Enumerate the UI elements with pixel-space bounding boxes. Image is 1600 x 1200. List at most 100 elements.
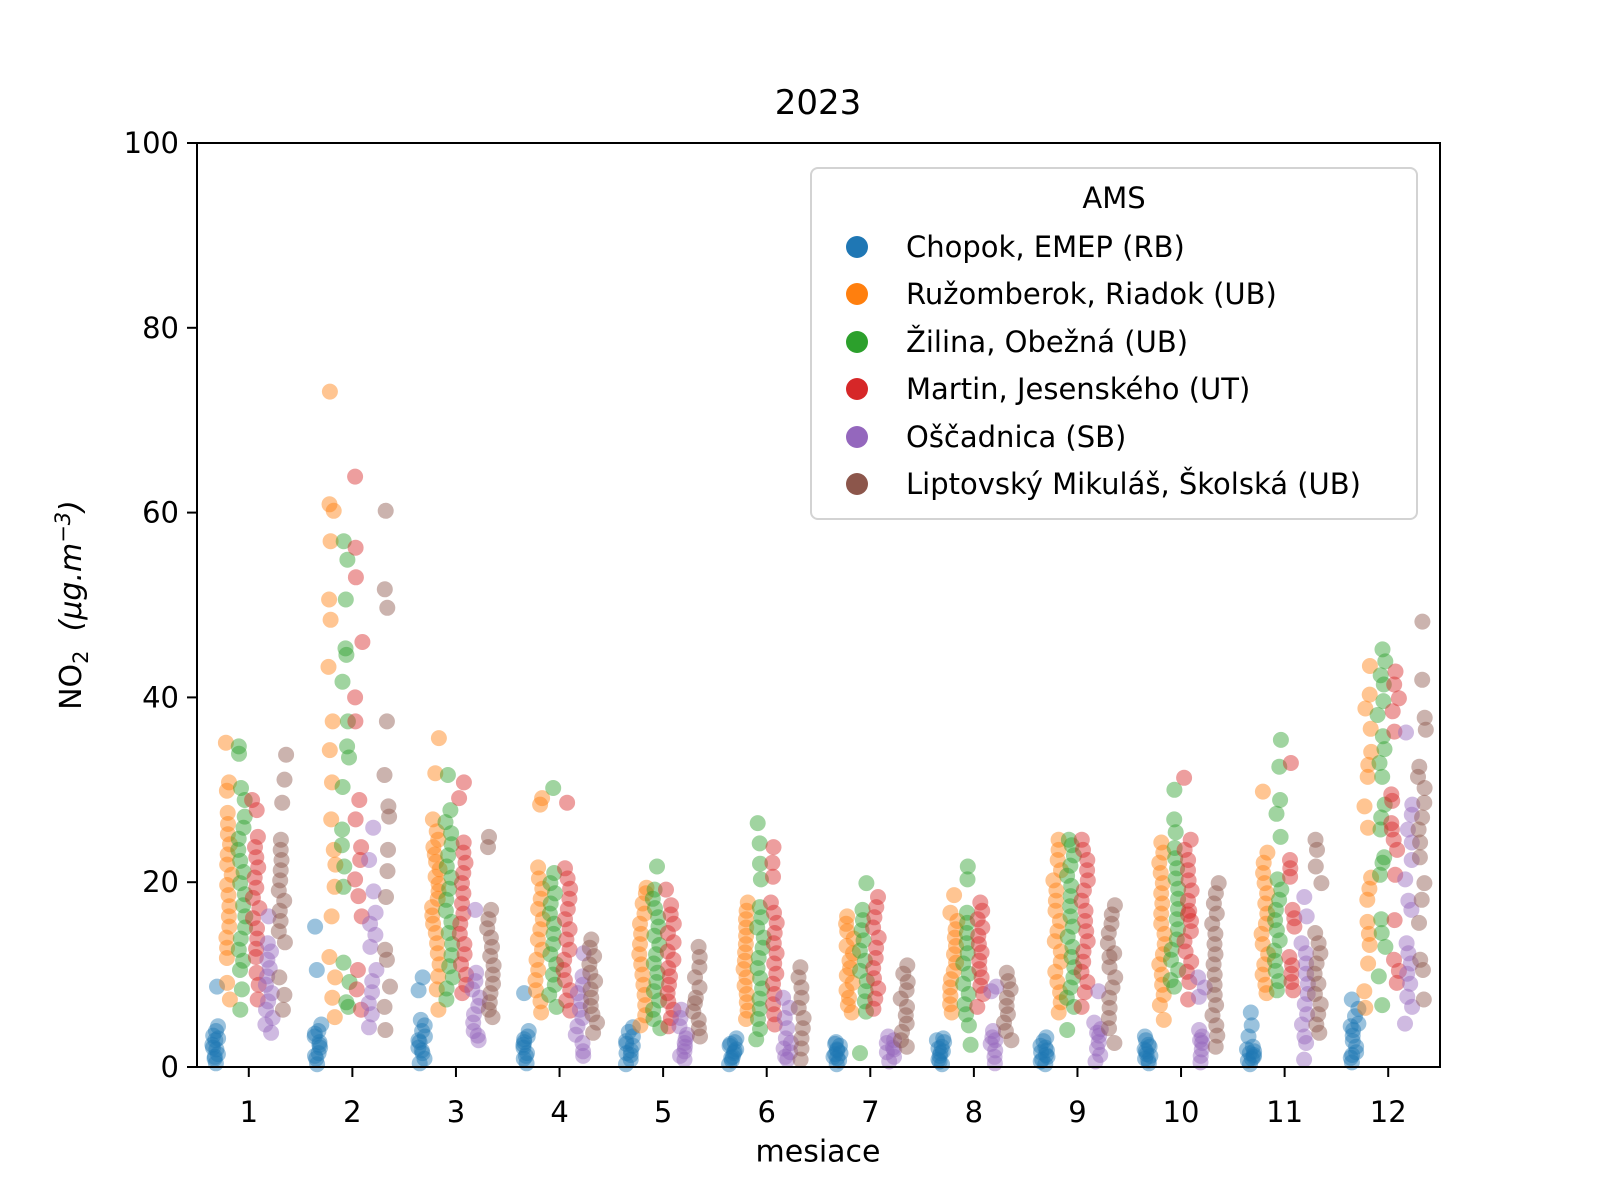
data-point (1383, 815, 1400, 832)
y-tick-label: 80 (142, 311, 179, 345)
data-point (755, 929, 772, 946)
data-point (832, 1045, 849, 1062)
data-point (766, 925, 783, 941)
data-point (1170, 962, 1187, 978)
data-point (278, 746, 295, 763)
data-point (250, 859, 267, 876)
data-point (362, 915, 379, 932)
data-point (204, 1036, 221, 1053)
data-point (1059, 867, 1076, 884)
data-point (1271, 758, 1288, 775)
data-point (232, 1001, 249, 1018)
data-point (378, 951, 395, 968)
data-point (1204, 1007, 1221, 1024)
data-point (1398, 935, 1415, 952)
data-point (1066, 998, 1082, 1015)
data-point (380, 798, 397, 815)
data-point (1062, 908, 1079, 925)
data-point (690, 1020, 707, 1037)
data-point (649, 858, 665, 875)
data-point (1153, 885, 1170, 902)
data-point (1103, 915, 1120, 932)
legend-items: Chopok, EMEP (RB) Ružomberok, Riadok (UB… (812, 221, 1416, 518)
data-point (443, 836, 460, 853)
data-point (335, 954, 352, 971)
data-point (1283, 974, 1300, 990)
data-point (306, 1028, 323, 1045)
data-point (546, 976, 563, 993)
data-point (272, 831, 289, 848)
data-point (320, 658, 337, 675)
data-point (232, 962, 248, 978)
data-point (584, 1006, 601, 1023)
data-point (231, 745, 247, 762)
data-point (1035, 1033, 1052, 1050)
data-point (1170, 890, 1187, 907)
data-point (1142, 1047, 1159, 1064)
data-point (219, 974, 236, 991)
data-point (658, 881, 674, 898)
data-point (532, 993, 549, 1010)
data-point (569, 985, 586, 1002)
data-point (353, 1001, 370, 1018)
data-point (1254, 783, 1271, 800)
data-point (1281, 949, 1298, 965)
data-point (1359, 913, 1376, 930)
data-point (230, 738, 247, 755)
data-point (1374, 768, 1391, 785)
data-point (1296, 889, 1313, 905)
data-point (1078, 923, 1095, 940)
data-point (1344, 1027, 1361, 1044)
y-label-subscript: 2 (69, 650, 93, 664)
x-tick-label: 6 (757, 1095, 775, 1129)
data-point (1155, 986, 1172, 1003)
data-point (768, 914, 785, 931)
data-point (532, 890, 549, 907)
data-point (1167, 870, 1184, 887)
legend-row-oscadnica: Oščadnica (SB) (812, 414, 1416, 460)
data-point (1372, 866, 1388, 883)
data-point (825, 1048, 842, 1065)
data-point (308, 962, 325, 978)
data-point (960, 965, 977, 982)
data-point (1154, 895, 1171, 912)
data-point (1183, 953, 1200, 970)
data-point (1033, 1044, 1050, 1061)
data-point (437, 814, 454, 831)
data-point (779, 1051, 796, 1068)
data-point (276, 986, 293, 1003)
data-point (545, 936, 562, 953)
data-point (725, 1045, 742, 1062)
data-point (618, 1056, 634, 1073)
data-point (752, 855, 768, 872)
data-point (676, 1035, 693, 1051)
data-point (341, 749, 357, 766)
data-point (895, 965, 912, 982)
data-point (1163, 951, 1179, 968)
data-point (795, 1010, 812, 1026)
data-point (1075, 841, 1091, 858)
data-point (831, 1037, 848, 1054)
data-point (661, 976, 677, 993)
data-point (1311, 1024, 1328, 1041)
data-point (974, 919, 991, 936)
data-point (233, 981, 250, 998)
data-point (622, 1042, 639, 1059)
data-point (569, 1018, 586, 1035)
data-point (271, 902, 288, 919)
data-point (440, 847, 457, 864)
data-point (692, 1028, 708, 1045)
data-point (1259, 844, 1276, 861)
legend-label: Žilina, Obežná (UB) (906, 324, 1189, 359)
chart-title: 2023 (774, 83, 862, 123)
data-point (245, 910, 261, 927)
data-point (870, 980, 887, 997)
x-tick-label: 11 (1266, 1095, 1303, 1129)
legend-row-zilina: Žilina, Obežná (UB) (812, 319, 1416, 365)
data-point (1101, 999, 1118, 1016)
data-point (1373, 809, 1390, 826)
data-point (1385, 831, 1402, 848)
data-point (1003, 1032, 1020, 1049)
data-point (986, 1055, 1003, 1072)
data-point (1310, 975, 1327, 992)
